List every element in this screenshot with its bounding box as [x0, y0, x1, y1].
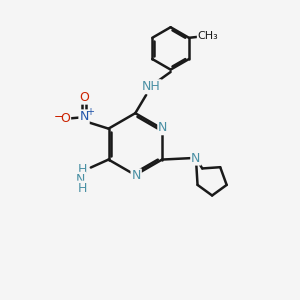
Text: N: N	[76, 173, 86, 186]
Text: +: +	[86, 107, 94, 117]
Text: O: O	[60, 112, 70, 125]
Text: N: N	[80, 110, 89, 123]
Text: N: N	[158, 121, 168, 134]
Text: −: −	[54, 110, 64, 123]
Text: H: H	[77, 163, 87, 176]
Text: CH₃: CH₃	[198, 31, 218, 41]
Text: H: H	[77, 182, 87, 195]
Text: O: O	[79, 91, 89, 103]
Text: N: N	[131, 169, 141, 182]
Text: NH: NH	[142, 80, 161, 93]
Text: N: N	[191, 152, 201, 165]
